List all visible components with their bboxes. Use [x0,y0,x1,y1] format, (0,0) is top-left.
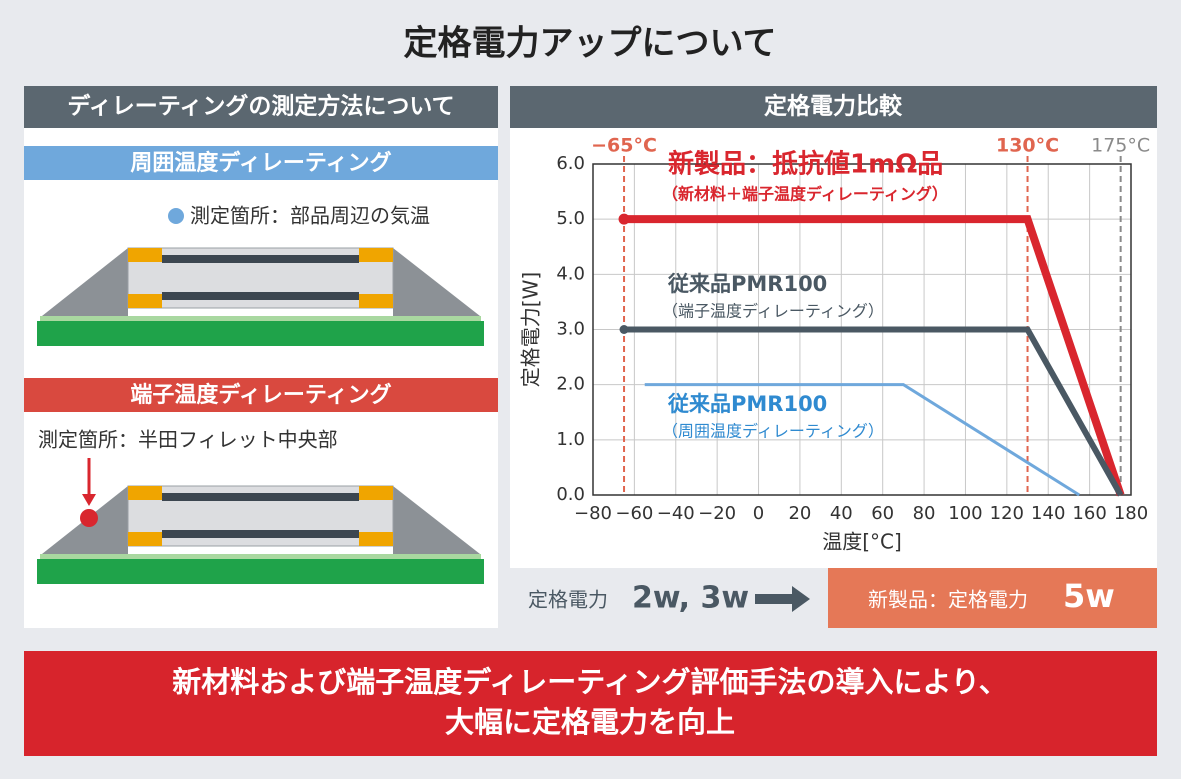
x-tick-label: −20 [698,503,736,524]
x-tick-label: 20 [788,503,811,524]
x-tick-label: 120 [990,503,1024,524]
terminal-header [24,378,498,412]
terminal-diagram [37,485,484,584]
legend-description: （新材料＋端子温度ディレーティング） [662,185,948,204]
right-header [510,86,1157,128]
x-tick-label: −40 [657,503,695,524]
series-start-dot [618,213,630,225]
series-line [644,383,1081,497]
x-tick-label: 100 [948,503,982,524]
reference-label: −65°C [591,135,657,157]
plot-frame [592,163,1132,496]
legend-label: 新製品：抵抗値1mΩ品 [668,149,943,180]
left-title: ディレーティングの測定方法について [67,93,454,120]
banner-line1: 新材料および端子温度ディレーティング評価手法の導入により、 [172,665,1008,699]
reference-label: 130°C [996,135,1059,157]
ambient-header [24,146,498,180]
y-tick-label: 2.0 [556,374,585,395]
x-axis-label: 温度[°C] [822,530,902,554]
after-value: 5w [1063,577,1115,615]
arrow-right [755,586,810,612]
legend-description: （端子温度ディレーティング） [662,302,884,321]
ambient-title: 周囲温度ディレーティング [130,150,391,176]
banner [24,651,1157,756]
y-tick-label: 5.0 [556,208,585,229]
y-tick-label: 1.0 [556,429,585,450]
x-tick-label: 180 [1114,503,1148,524]
after-label: 新製品：定格電力 [868,588,1028,612]
measure-dot [80,509,98,527]
page-title: 定格電力アップについて [404,24,777,64]
x-tick-label: 60 [871,503,894,524]
right-panel [510,86,1157,628]
y-axis-label: 定格電力[W] [519,272,543,387]
y-tick-label: 3.0 [556,319,585,340]
reference-label: 175°C [1091,135,1150,157]
y-tick-label: 0.0 [556,484,585,505]
series-line [624,326,1124,497]
arrow-head [82,494,96,506]
ambient-dot [168,208,184,224]
banner-line2: 大幅に定格電力を向上 [445,705,735,739]
series-line [624,215,1125,497]
series-start-dot [619,325,629,334]
x-tick-label: −60 [615,503,653,524]
ambient-note: 測定箇所：部品周辺の気温 [190,204,430,228]
right-title: 定格電力比較 [764,93,903,120]
before-value: 2w, 3w [632,581,749,616]
before-label: 定格電力 [528,588,608,612]
ambient-diagram [37,247,484,346]
x-tick-label: 160 [1072,503,1106,524]
left-header [24,86,498,128]
terminal-title: 端子温度ディレーティング [130,382,391,408]
x-tick-label: 80 [913,503,936,524]
terminal-note: 測定箇所：半田フィレット中央部 [38,428,338,452]
y-tick-label: 4.0 [556,263,585,284]
x-tick-label: 140 [1031,503,1065,524]
legend-label: 従来品PMR100 [667,272,827,296]
x-tick-label: 40 [830,503,853,524]
y-tick-label: 6.0 [556,153,585,174]
legend-label: 従来品PMR100 [667,392,827,416]
after-box [828,568,1157,628]
x-tick-label: −80 [574,503,612,524]
legend-description: （周囲温度ディレーティング） [662,422,884,441]
plot: 0.0 1.0 2.0 3.0 4.0 5.0 6.0 −80 −60 −40 −20 0 20 40 60… [519,135,1151,554]
x-tick-label: 0 [753,503,764,524]
